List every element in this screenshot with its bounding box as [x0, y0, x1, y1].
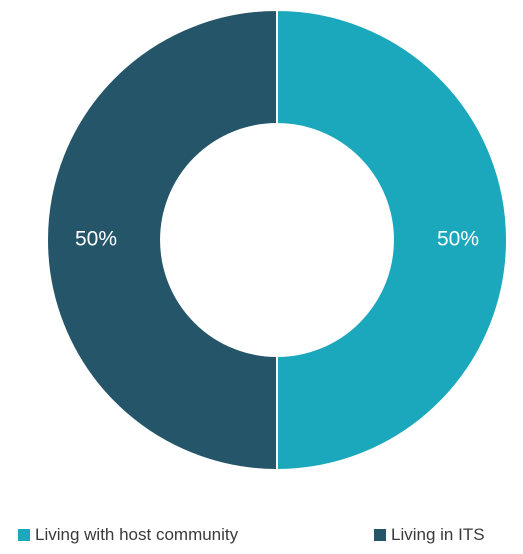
legend-label-host-community: Living with host community: [35, 525, 239, 544]
slice-label-1: 50%: [75, 228, 117, 251]
chart-legend: Living with host community Living in ITS: [0, 525, 523, 549]
legend-label-its: Living in ITS: [391, 525, 485, 544]
legend-item-host-community: Living with host community: [18, 525, 238, 545]
slice-0: [276, 8, 508, 472]
donut-chart: 50% 50%: [46, 8, 508, 472]
slice-labels: 50% 50%: [75, 228, 479, 251]
slice-label-0: 50%: [437, 228, 479, 251]
legend-swatch-host-community: [18, 529, 30, 541]
legend-swatch-its: [374, 529, 386, 541]
slice-1: [46, 8, 278, 472]
donut-slices: [46, 8, 508, 472]
legend-item-its: Living in ITS: [374, 525, 485, 545]
